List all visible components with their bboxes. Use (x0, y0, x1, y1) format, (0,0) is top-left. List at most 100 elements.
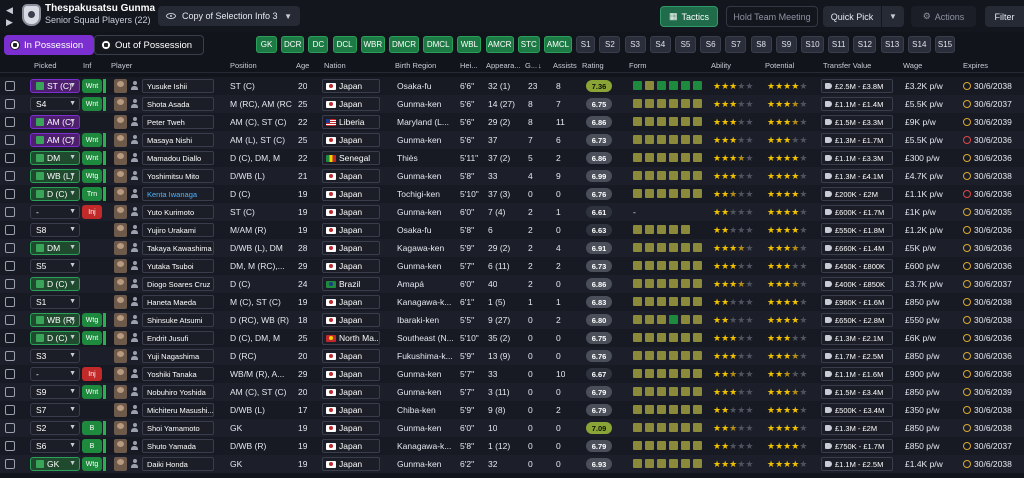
col-inf[interactable]: Inf (83, 61, 92, 70)
picked-selector[interactable]: DM ▼ (30, 241, 80, 255)
player-nation[interactable]: North Ma... (322, 331, 380, 345)
player-name[interactable]: Kenta Iwanaga (142, 187, 214, 201)
player-nation[interactable]: Japan (322, 349, 380, 363)
actions-button[interactable]: ⚙ Actions (911, 6, 976, 27)
player-nation[interactable]: Japan (322, 223, 380, 237)
row-checkbox[interactable] (5, 387, 15, 397)
col-potential[interactable]: Potential (765, 61, 795, 70)
picked-selector[interactable]: S3 ▼ (30, 349, 80, 363)
col-position[interactable]: Position (230, 61, 257, 70)
hold-team-meeting-button[interactable]: Hold Team Meeting (726, 6, 818, 27)
quick-pick-button[interactable]: Quick Pick (823, 6, 881, 27)
player-name[interactable]: Shota Asada (142, 97, 214, 111)
position-button-stc[interactable]: STC (517, 36, 540, 53)
row-checkbox[interactable] (5, 171, 15, 181)
influence-badge[interactable]: Wnt (82, 133, 106, 147)
row-checkbox[interactable] (5, 99, 15, 109)
picked-selector[interactable]: WB (R) ▼ (30, 313, 80, 327)
position-button-amcr[interactable]: AMCR (485, 36, 514, 53)
picked-selector[interactable]: S2 ▼ (30, 421, 80, 435)
row-checkbox[interactable] (5, 315, 15, 325)
table-row[interactable]: S1 ▼ Haneta Maeda M (C), ST (C) 19 Japan Kanag… (0, 293, 1024, 311)
picked-selector[interactable]: WB (L) ▼ (30, 169, 80, 183)
table-row[interactable]: S6 ▼ B Shuto Yamada D/WB (R) 19 Japan Kanagawa-… (0, 437, 1024, 455)
player-name[interactable]: Yuto Kurimoto (142, 205, 214, 219)
influence-badge[interactable]: Inj (82, 205, 102, 219)
picked-selector[interactable]: S8 ▼ (30, 223, 80, 237)
position-button-amcl[interactable]: AMCL (544, 36, 572, 53)
position-button-gk[interactable]: GK (256, 36, 277, 53)
player-name[interactable]: Nobuhiro Yoshida (142, 385, 214, 399)
influence-badge[interactable]: Wnt (82, 331, 106, 345)
position-button-s4[interactable]: S4 (649, 36, 671, 53)
player-name[interactable]: Takaya Kawashima (142, 241, 214, 255)
transfer-value[interactable]: £1.1M - £1.4M (821, 97, 893, 111)
col-birth-region[interactable]: Birth Region (395, 61, 437, 70)
row-checkbox[interactable] (5, 351, 15, 361)
col-height[interactable]: Hei... (460, 61, 478, 70)
row-checkbox[interactable] (5, 297, 15, 307)
row-checkbox[interactable] (5, 189, 15, 199)
row-checkbox[interactable] (5, 369, 15, 379)
table-row[interactable]: D (C) ▼ Wnt Endrit Jusufi D (C), DM, M 25 Nort… (0, 329, 1024, 347)
position-button-dmcl[interactable]: DMCL (423, 36, 454, 53)
transfer-value[interactable]: £550K - £1.8M (821, 223, 893, 237)
transfer-value[interactable]: £600K - £1.7M (821, 205, 893, 219)
table-row[interactable]: - ▼ Inj Yoshiki Tanaka WB/M (R), A... 29 Japan… (0, 365, 1024, 383)
player-nation[interactable]: Brazil (322, 277, 380, 291)
position-button-s6[interactable]: S6 (700, 36, 722, 53)
col-form[interactable]: Form (629, 61, 647, 70)
filter-button[interactable]: Filter (985, 6, 1024, 27)
player-nation[interactable]: Japan (322, 439, 380, 453)
sort-desc-icon[interactable]: ↓ (538, 61, 542, 70)
table-row[interactable]: D (C) ▼ Diogo Soares Cruz D (C) 24 Brazil Amap… (0, 275, 1024, 293)
tab-in-possession[interactable]: In Possession (4, 35, 94, 55)
picked-selector[interactable]: - ▼ (30, 367, 80, 381)
position-button-s14[interactable]: S14 (907, 36, 931, 53)
col-goals[interactable]: G... (525, 61, 538, 70)
col-expires[interactable]: Expires (963, 61, 989, 70)
player-nation[interactable]: Japan (322, 421, 380, 435)
player-name[interactable]: Peter Tweh (142, 115, 214, 129)
col-rating[interactable]: Rating (582, 61, 604, 70)
player-name[interactable]: Yuji Nagashima (142, 349, 214, 363)
picked-selector[interactable]: ST (C) ▼ (30, 79, 80, 93)
row-checkbox[interactable] (5, 405, 15, 415)
influence-badge[interactable]: B (82, 439, 106, 453)
col-appearances[interactable]: Appeara... (486, 61, 521, 70)
quick-pick-dropdown[interactable]: ▼ (882, 6, 904, 27)
transfer-value[interactable]: £450K - £800K (821, 259, 893, 273)
table-row[interactable]: AM (C) ▼ Wnt Masaya Nishi AM (L), ST (C) 25 Ja… (0, 131, 1024, 149)
player-name[interactable]: Yoshimitsu Mito (142, 169, 214, 183)
row-checkbox[interactable] (5, 279, 15, 289)
picked-selector[interactable]: AM (C) ▼ (30, 115, 80, 129)
picked-selector[interactable]: - ▼ (30, 205, 80, 219)
player-name[interactable]: Shoi Yamamoto (142, 421, 214, 435)
position-button-s5[interactable]: S5 (675, 36, 696, 53)
transfer-value[interactable]: £500K - £3.4M (821, 403, 893, 417)
col-transfer-value[interactable]: Transfer Value (823, 61, 872, 70)
player-nation[interactable]: Japan (322, 457, 380, 471)
row-checkbox[interactable] (5, 333, 15, 343)
back-arrow-icon[interactable]: ◀ (6, 5, 13, 15)
table-row[interactable]: WB (R) ▼ Wtg Shinsuke Atsumi D (RC), WB (R) 1… (0, 311, 1024, 329)
player-name[interactable]: Michiteru Masushi... (142, 403, 214, 417)
picked-selector[interactable]: D (C) ▼ (30, 277, 80, 291)
player-nation[interactable]: Japan (322, 97, 380, 111)
col-player[interactable]: Player (111, 61, 133, 70)
influence-badge[interactable]: Wtg (82, 313, 106, 327)
row-checkbox[interactable] (5, 459, 15, 469)
influence-badge[interactable]: Wnt (82, 151, 106, 165)
col-nation[interactable]: Nation (324, 61, 346, 70)
transfer-value[interactable]: £1.7M - £2.5M (821, 349, 893, 363)
position-button-dc[interactable]: DC (308, 36, 329, 53)
table-row[interactable]: S4 ▼ Wnt Shota Asada M (RC), AM (RC) 25 Japan G… (0, 95, 1024, 113)
col-wage[interactable]: Wage (903, 61, 923, 70)
influence-badge[interactable]: Wtg (82, 169, 106, 183)
transfer-value[interactable]: £2.5M - £3.8M (821, 79, 893, 93)
col-ability[interactable]: Ability (711, 61, 732, 70)
player-nation[interactable]: Japan (322, 79, 380, 93)
player-name[interactable]: Shuto Yamada (142, 439, 214, 453)
picked-selector[interactable]: GK ▼ (30, 457, 80, 471)
player-nation[interactable]: Japan (322, 385, 380, 399)
